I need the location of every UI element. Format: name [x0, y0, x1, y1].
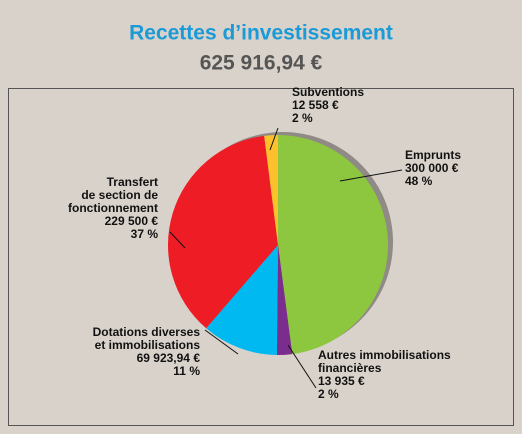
frame [8, 88, 514, 426]
value-label: 13 935 € [318, 374, 365, 388]
slice-name: Transfert [107, 175, 158, 189]
percent-label: 11 % [173, 364, 200, 378]
percent-label: 2 % [292, 111, 313, 125]
slice-name: et immobilisations [95, 338, 201, 352]
chart-title: Recettes d’investissement [129, 22, 393, 45]
value-label: 69 923,94 € [137, 351, 201, 365]
slice-name: Dotations diverses [93, 325, 201, 339]
percent-label: 2 % [318, 387, 339, 401]
percent-label: 37 % [131, 227, 159, 241]
leader-line [339, 169, 403, 182]
slice-name: Subventions [292, 85, 364, 99]
value-label: 300 000 € [405, 161, 459, 175]
value-label: 229 500 € [105, 214, 159, 228]
slice-name: Emprunts [405, 148, 461, 162]
slice-name: Autres immobilisations [318, 348, 451, 362]
pie-slice [276, 245, 293, 355]
percent-label: 48 % [405, 174, 433, 188]
leader-line [287, 344, 317, 389]
slice-name: de section de [81, 188, 158, 202]
value-label: 12 558 € [292, 98, 339, 112]
slice-name: financières [318, 361, 382, 375]
pie-slice [167, 135, 278, 329]
leader-line [269, 127, 279, 151]
chart-subtitle: 625 916,94 € [200, 52, 323, 75]
slice-name: fonctionnement [68, 201, 158, 215]
pie-slice [264, 135, 278, 245]
leader-line [169, 231, 186, 249]
leader-line [204, 329, 239, 355]
pie-slice [206, 245, 278, 355]
pie-slice [278, 135, 388, 355]
